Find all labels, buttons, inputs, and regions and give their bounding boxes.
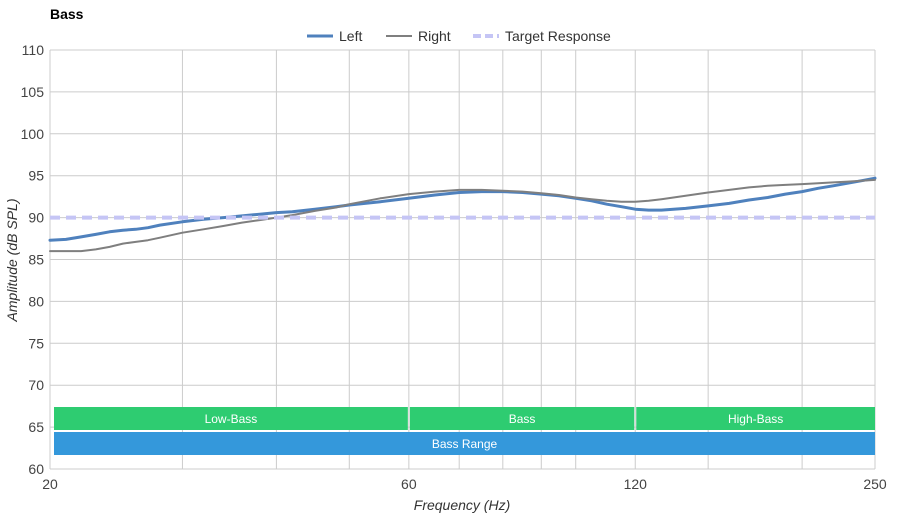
grid [49, 49, 876, 470]
legend-entry: Left [339, 28, 362, 44]
series-lines [48, 176, 877, 253]
series-line [48, 176, 877, 242]
y-tick-label: 70 [28, 377, 44, 393]
x-tick-label: 120 [624, 476, 648, 492]
band-label: Bass Range [432, 437, 498, 451]
x-axis-label: Frequency (Hz) [414, 497, 510, 513]
y-axis-label: Amplitude (dB SPL) [4, 199, 20, 323]
legend: Left Right Target Response [307, 28, 611, 44]
legend-entry: Right [418, 28, 451, 44]
band-label: High-Bass [728, 412, 783, 426]
y-tick-label: 110 [22, 42, 45, 58]
y-tick-label: 100 [21, 126, 45, 142]
x-tick-label: 250 [863, 476, 887, 492]
y-tick-label: 105 [21, 84, 45, 100]
y-tick-label: 90 [28, 210, 44, 226]
band-bar [54, 432, 875, 455]
y-tick-label: 95 [28, 168, 44, 184]
frequency-bands: Low-Bass Bass High-Bass Bass Range [54, 407, 875, 455]
series-line [49, 178, 876, 253]
y-tick-label: 80 [28, 293, 44, 309]
band-label: Bass [509, 412, 536, 426]
y-tick-label: 75 [28, 335, 44, 351]
y-tick-label: 85 [28, 252, 44, 268]
y-tick-label: 65 [28, 419, 44, 435]
chart-title: Bass [50, 6, 84, 22]
band-label: Low-Bass [205, 412, 258, 426]
legend-entry: Target Response [505, 28, 611, 44]
y-tick-label: 60 [28, 461, 44, 477]
x-tick-label: 60 [401, 476, 417, 492]
band-bar [54, 407, 408, 430]
band-bar [409, 407, 635, 430]
x-tick-label: 20 [42, 476, 58, 492]
band-bar [636, 407, 875, 430]
